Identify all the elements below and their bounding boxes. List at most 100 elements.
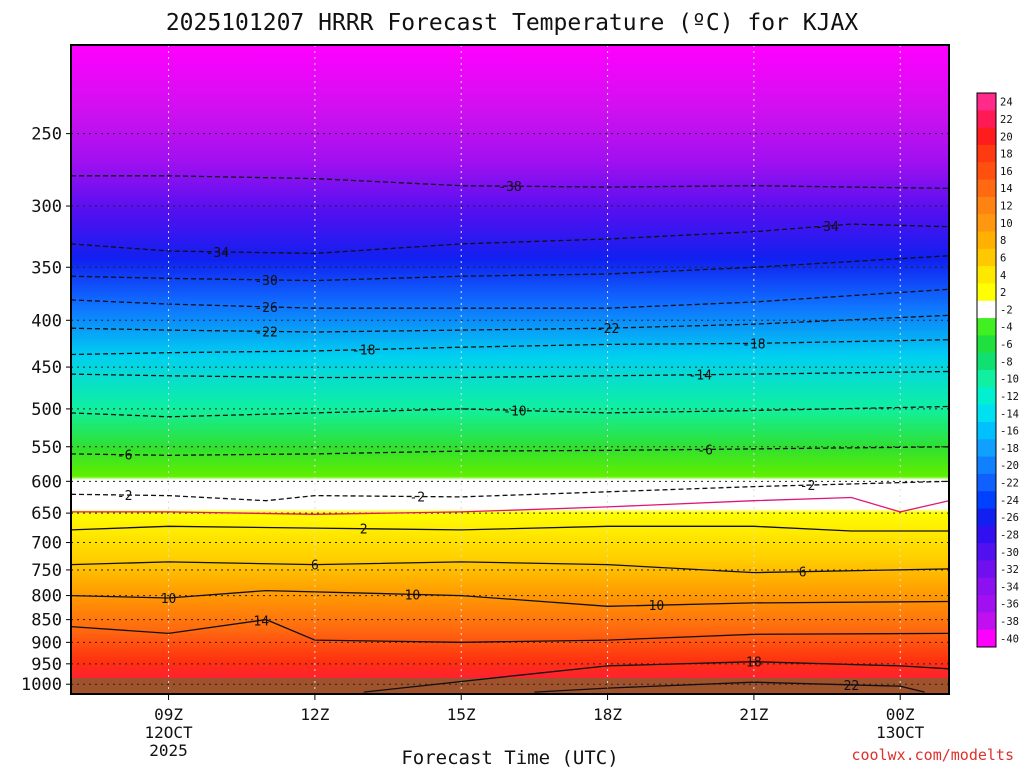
colorbar-label: -36: [1000, 599, 1019, 611]
pressure-tick-label: 300: [31, 197, 62, 217]
plot-frame: [70, 44, 950, 695]
colorbar-label: 6: [1000, 253, 1006, 265]
time-tick-sublabel: 2025: [149, 741, 188, 760]
colorbar-swatch: [977, 214, 996, 232]
colorbar-swatch: [977, 612, 996, 631]
colorbar-swatch: [977, 525, 996, 544]
colorbar-swatch: [977, 266, 996, 284]
contour-label: -2: [117, 489, 133, 504]
pressure-tick-label: 550: [31, 438, 62, 458]
contour-label: 18: [746, 656, 762, 671]
colorbar-swatch: [977, 508, 996, 527]
temperature-field: [71, 45, 949, 694]
contour-line: [71, 288, 949, 309]
contour-line: [71, 339, 949, 356]
colorbar-label: 16: [1000, 166, 1013, 178]
contour-label: 10: [161, 592, 177, 607]
colorbar-swatch: [977, 231, 996, 250]
colorbar-swatch: [977, 629, 996, 648]
colorbar-swatch: [977, 352, 996, 371]
colorbar-swatch: [977, 491, 996, 509]
contour-line: [71, 496, 949, 515]
contour-line: [71, 223, 949, 255]
contour-label: -22: [596, 322, 619, 337]
contour-label: 6: [311, 559, 319, 574]
colorbar-swatch: [977, 473, 996, 492]
contour-label: -2: [800, 479, 816, 494]
contour-label: -2: [409, 491, 425, 506]
contour-label: 2: [360, 523, 368, 538]
pressure-tick-label: 750: [31, 561, 62, 581]
colorbar-swatch: [977, 387, 996, 406]
colorbar-label: -8: [1000, 356, 1013, 368]
contour-line: [71, 589, 949, 607]
contour-label: -14: [688, 369, 712, 384]
contour-label: -10: [503, 404, 526, 419]
colorbar-label: -16: [1000, 426, 1019, 438]
pressure-tick-label: 650: [31, 504, 62, 524]
pressure-tick-label: 450: [31, 358, 62, 378]
contour-line: [71, 446, 949, 456]
pressure-tick-label: 400: [31, 311, 62, 331]
colorbar-swatch: [977, 560, 996, 579]
colorbar-swatch: [977, 421, 996, 440]
pressure-tick-label: 350: [31, 258, 62, 278]
colorbar-swatch: [977, 162, 996, 181]
contour-line: [71, 618, 949, 643]
contour-label: -6: [697, 443, 713, 458]
colorbar-label: 2: [1000, 287, 1006, 299]
contour-label: -34: [815, 220, 839, 235]
chart-title: 2025101207 HRRR Forecast Temperature (ºC…: [166, 10, 859, 36]
colorbar-label: -18: [1000, 443, 1019, 455]
pressure-tick-label: 1000: [21, 675, 62, 695]
colorbar-swatch: [977, 318, 996, 336]
colorbar-label: -32: [1000, 564, 1019, 576]
contour-label: 14: [253, 614, 269, 629]
contour-line: [363, 661, 949, 693]
colorbar-swatch: [977, 179, 996, 198]
time-tick-sublabel: 13OCT: [876, 723, 925, 742]
colorbar-swatch: [977, 196, 996, 215]
contour-label: -18: [742, 337, 765, 352]
contour-line: [71, 370, 949, 379]
time-tick-label: 09Z: [154, 705, 183, 724]
colorbar-swatch: [977, 370, 996, 388]
colorbar-label: -22: [1000, 478, 1019, 490]
contour-label: -26: [254, 301, 277, 316]
colorbar-label: 4: [1000, 270, 1006, 282]
contour-label: -18: [352, 344, 375, 359]
pressure-tick-label: 250: [31, 125, 62, 145]
plot-area: -38-34-34-30-26-22 -22-18 -18-14-10-6 -6-2-…: [70, 44, 950, 695]
time-tick-label: 15Z: [447, 705, 476, 724]
contour-label: -22: [254, 325, 277, 340]
colorbar-label: -10: [1000, 374, 1019, 386]
colorbar-label: -24: [1000, 495, 1019, 507]
contour-label: -6: [117, 449, 133, 464]
pressure-tick-label: 600: [31, 472, 62, 492]
colorbar-label: -2: [1000, 304, 1013, 316]
colorbar-label: -30: [1000, 547, 1019, 559]
colorbar-label: -26: [1000, 512, 1019, 524]
colorbar-swatch: [977, 404, 996, 423]
colorbar-swatch: [977, 439, 996, 458]
colorbar: 24 22 20 18 16 14 12 10 8 6 4 2 -2 -4 -6 -8 -10 -12 -14 -16…: [976, 92, 1019, 648]
pressure-tick-label: 850: [31, 611, 62, 631]
contour-line: [71, 255, 949, 282]
colorbar-label: -40: [1000, 633, 1019, 645]
colorbar-swatch: [977, 248, 996, 267]
colorbar-swatch: [977, 93, 996, 111]
time-tick-label: 12Z: [300, 705, 329, 724]
pressure-tick-label: 800: [31, 587, 62, 607]
colorbar-label: -12: [1000, 391, 1019, 403]
colorbar-label: 18: [1000, 149, 1013, 161]
ground-surface: [71, 678, 949, 694]
contour-line: [71, 525, 949, 532]
credit-text: coolwx.com/modelts: [851, 746, 1014, 764]
contour-label: 6: [799, 566, 807, 581]
colorbar-swatch: [977, 543, 996, 561]
pressure-tick-label: 950: [31, 655, 62, 675]
pressure-axis: 2503003504004505005506006507007508008509…: [21, 125, 71, 695]
colorbar-label: -4: [1000, 322, 1013, 334]
pressure-tick-label: 900: [31, 633, 62, 653]
